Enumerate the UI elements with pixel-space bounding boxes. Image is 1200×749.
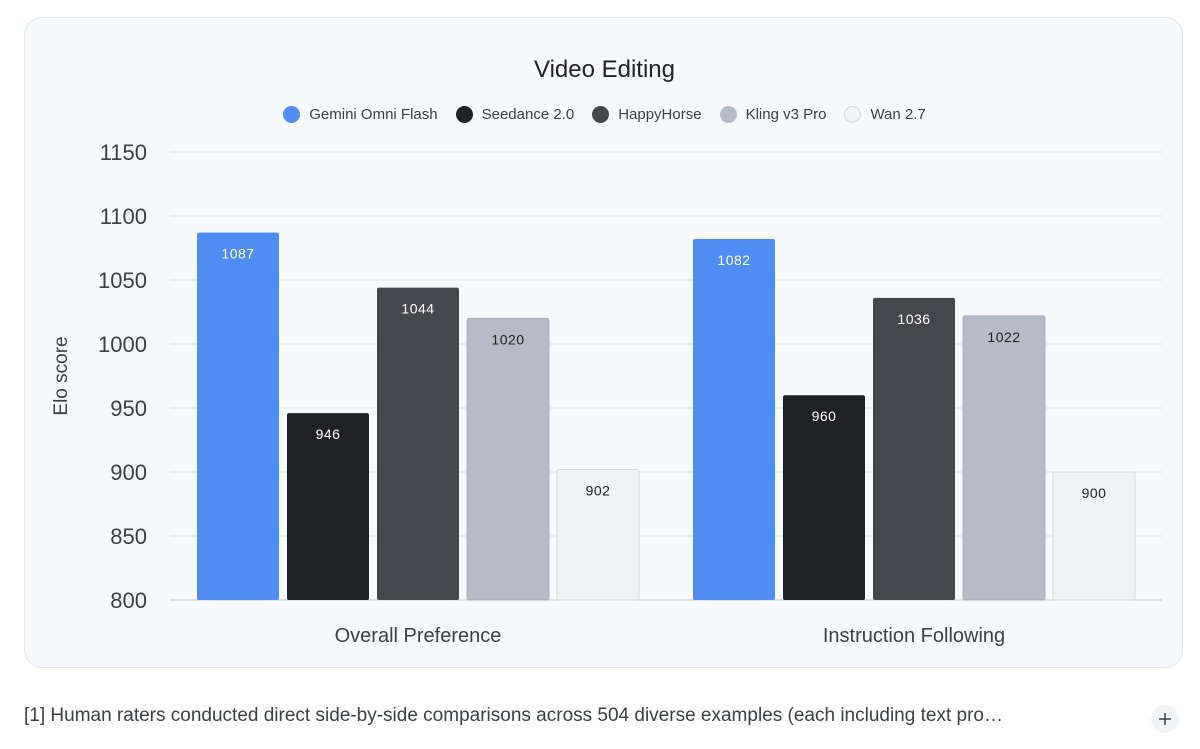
bar [1052, 471, 1136, 601]
bar-value-label: 1082 [717, 252, 750, 268]
y-tick-label: 1050 [98, 268, 147, 293]
legend-item-wan: Wan 2.7 [844, 106, 926, 123]
legend-item-gemini-omni-flash: Gemini Omni Flash [283, 106, 438, 123]
chart-legend: Gemini Omni Flash Seedance 2.0 HappyHors… [25, 106, 1182, 123]
y-tick-label: 1150 [100, 140, 147, 165]
y-tick-label: 850 [110, 524, 147, 549]
legend-item-seedance: Seedance 2.0 [455, 106, 575, 123]
bar [197, 232, 279, 600]
expand-button[interactable] [1151, 705, 1179, 733]
bar-value-label: 1044 [401, 301, 434, 317]
bar-value-label: 1036 [897, 311, 930, 327]
bar [693, 239, 775, 601]
bar-value-label: 946 [316, 426, 341, 442]
y-tick-label: 950 [110, 396, 147, 421]
chart-title: Video Editing [534, 56, 675, 83]
legend-label: Wan 2.7 [870, 106, 926, 123]
bar [466, 317, 550, 601]
legend-swatch [455, 106, 473, 123]
footnote: [1] Human raters conducted direct side-b… [24, 705, 1003, 726]
bar [556, 468, 640, 601]
legend-label: Seedance 2.0 [481, 106, 575, 123]
bar-chart-plot: 1150 1100 1050 1000 950 900 850 800 Elo score 108… [51, 140, 1162, 647]
bar-value-label: 900 [1082, 485, 1107, 501]
bar [287, 413, 369, 600]
legend-swatch [719, 106, 737, 123]
bar-value-label: 902 [586, 482, 611, 498]
x-category-label: Instruction Following [823, 625, 1005, 647]
bar [377, 287, 459, 600]
legend-label: HappyHorse [618, 106, 702, 123]
bar-value-label: 1087 [221, 246, 254, 262]
y-tick-label: 900 [110, 460, 147, 485]
y-tick-label: 1100 [100, 204, 147, 229]
plus-icon [1159, 713, 1171, 725]
legend-swatch [844, 106, 862, 123]
legend-item-kling: Kling v3 Pro [719, 106, 827, 123]
bar [873, 297, 955, 600]
legend-label: Gemini Omni Flash [309, 106, 438, 123]
legend-swatch [283, 106, 301, 123]
bar [962, 315, 1046, 601]
y-tick-label: 1000 [98, 332, 147, 357]
bar-value-label: 1022 [987, 329, 1020, 345]
chart-card: Video Editing Gemini Omni Flash Seedance… [24, 17, 1183, 668]
bar-value-label: 1020 [491, 331, 524, 347]
bar-value-label: 960 [812, 408, 837, 424]
legend-swatch [592, 106, 610, 123]
legend-item-happyhorse: HappyHorse [592, 106, 702, 123]
legend-label: Kling v3 Pro [745, 106, 827, 123]
y-axis-title: Elo score [51, 336, 72, 415]
x-category-label: Overall Preference [335, 625, 502, 647]
y-tick-label: 800 [110, 588, 147, 613]
bar [783, 395, 865, 600]
